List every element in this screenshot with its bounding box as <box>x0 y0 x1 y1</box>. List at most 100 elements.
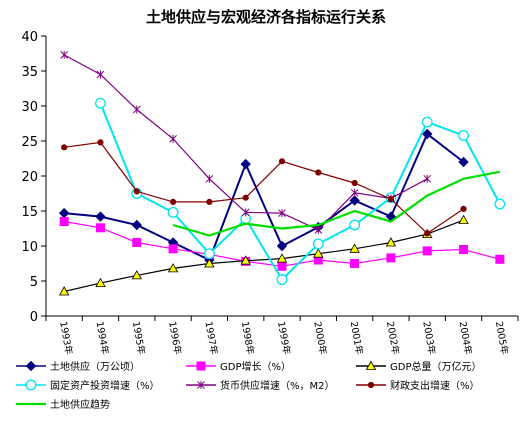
data-point <box>95 277 106 288</box>
data-point <box>168 244 178 254</box>
axes: 0 5 10 15 20 25 30 35 40 1993年 1994年 1995年 1996年 1997… <box>21 30 519 356</box>
data-point <box>204 258 215 268</box>
data-point <box>350 259 360 268</box>
x-tick-label: 1994年 <box>94 320 112 356</box>
legend-label: GDP增长（%） <box>220 360 291 373</box>
data-point <box>240 255 251 265</box>
data-point <box>349 219 361 231</box>
data-point <box>206 198 213 205</box>
data-point <box>276 253 288 263</box>
data-point <box>242 194 249 201</box>
series-layer <box>58 50 506 296</box>
data-point <box>133 188 140 195</box>
chart-title: 土地供应与宏观经济各指标运行关系 <box>146 8 386 26</box>
data-point <box>351 179 358 187</box>
data-point <box>458 129 469 141</box>
data-point <box>458 156 469 168</box>
data-point <box>349 243 360 253</box>
data-point <box>276 240 288 252</box>
data-point <box>58 286 70 296</box>
legend-label: 财政支出增速（%） <box>390 379 480 392</box>
data-point <box>386 253 396 263</box>
data-point <box>314 225 323 234</box>
legend-label: 货币供应增速（%，M2） <box>220 379 335 392</box>
data-point <box>95 223 105 233</box>
y-tick-label: 35 <box>21 65 38 80</box>
data-point <box>387 196 395 203</box>
legend-swatch-marker <box>365 360 377 370</box>
legend-swatch-marker <box>25 360 37 372</box>
data-point <box>169 198 177 205</box>
data-point <box>95 211 106 222</box>
data-point <box>495 254 505 264</box>
x-tick-label: 1993年 <box>57 320 75 356</box>
series-2-group <box>58 214 469 296</box>
data-point <box>169 134 177 143</box>
data-point <box>205 174 214 183</box>
data-point <box>61 144 68 151</box>
data-point <box>312 238 324 250</box>
legend-item: 货币供应增速（%，M2） <box>186 379 335 392</box>
data-point <box>313 248 324 258</box>
y-tick-label: 25 <box>21 135 38 150</box>
series-line <box>99 102 501 282</box>
data-point <box>458 214 469 225</box>
x-tick-label: 1998年 <box>239 320 257 356</box>
series-line <box>64 219 464 293</box>
legend-swatch-marker <box>25 379 37 391</box>
x-tick-label: 2002年 <box>384 320 402 356</box>
legend: 土地供应（万公顷） GDP增长（%） GDP总量（万亿元） 固定资产投资增速（%） 货币… <box>16 360 481 411</box>
data-point <box>96 70 105 79</box>
series-line <box>64 141 464 235</box>
data-point <box>278 209 286 218</box>
data-point <box>60 50 69 59</box>
series-6-group <box>172 170 501 237</box>
series-5-group <box>61 139 467 237</box>
data-point <box>422 128 433 140</box>
legend-item: GDP总量（万亿元） <box>356 360 481 373</box>
legend-label: GDP总量（万亿元） <box>390 360 481 373</box>
data-point <box>132 238 142 247</box>
y-tick-label: 15 <box>21 205 38 220</box>
legend-swatch-marker <box>367 381 375 389</box>
data-point <box>131 219 142 231</box>
data-point <box>385 237 397 247</box>
x-tick-label: 2003年 <box>420 320 438 356</box>
legend-item: 土地供应（万公顷） <box>16 360 140 373</box>
x-tick-label: 2001年 <box>348 320 366 356</box>
x-tick-label: 2000年 <box>311 320 329 356</box>
data-point <box>276 274 288 286</box>
legend-item: 固定资产投资增速（%） <box>16 379 160 392</box>
series-4-group <box>60 50 432 234</box>
data-point <box>459 245 469 254</box>
data-point <box>423 174 432 183</box>
data-point <box>349 195 360 206</box>
data-point <box>421 116 433 128</box>
y-tick-label: 0 <box>30 310 38 325</box>
data-point <box>315 169 322 176</box>
legend-label: 固定资产投资增速（%） <box>50 379 160 392</box>
y-tick-label: 10 <box>21 240 38 255</box>
y-tick-label: 20 <box>21 170 38 185</box>
x-tick-label: 1995年 <box>130 320 148 356</box>
y-tick-label: 40 <box>21 30 38 45</box>
series-line <box>172 170 501 237</box>
data-point <box>277 261 287 271</box>
x-tick-label: 1996年 <box>166 320 184 356</box>
x-tick-label: 1999年 <box>275 320 293 356</box>
data-point <box>240 158 251 170</box>
data-point <box>422 246 432 256</box>
legend-item: GDP增长（%） <box>186 360 291 373</box>
data-point <box>424 230 431 237</box>
x-tick-label: 2005年 <box>493 320 511 356</box>
data-point <box>494 198 506 210</box>
series-line <box>64 132 465 262</box>
legend-swatch-marker <box>197 381 205 389</box>
y-tick-label: 5 <box>30 275 38 290</box>
legend-label: 土地供应（万公顷） <box>50 360 140 373</box>
data-point <box>97 139 104 146</box>
data-point <box>278 158 286 165</box>
x-tick-label: 1997年 <box>202 320 220 356</box>
data-point <box>132 105 141 114</box>
